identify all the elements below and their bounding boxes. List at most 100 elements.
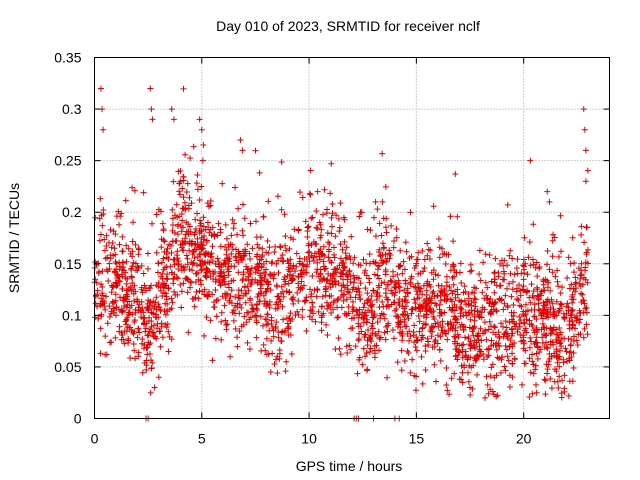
data-point xyxy=(116,323,123,330)
data-point xyxy=(465,309,472,316)
data-point xyxy=(153,249,160,256)
data-point xyxy=(494,354,501,361)
data-point xyxy=(449,290,456,297)
data-point xyxy=(240,292,247,299)
data-point xyxy=(129,238,136,245)
data-point xyxy=(138,262,145,269)
data-point xyxy=(457,260,464,267)
data-point xyxy=(177,178,184,185)
data-point xyxy=(393,225,400,232)
data-point xyxy=(560,356,567,363)
data-point xyxy=(571,259,578,266)
data-point xyxy=(534,355,541,362)
data-point xyxy=(115,277,122,284)
data-point xyxy=(410,283,417,290)
data-point xyxy=(375,263,382,270)
data-point xyxy=(194,171,201,178)
data-point xyxy=(219,180,226,187)
data-point xyxy=(185,221,192,228)
data-point xyxy=(462,324,469,331)
data-point xyxy=(232,294,239,301)
data-point xyxy=(501,257,508,264)
data-point xyxy=(556,331,563,338)
data-point xyxy=(521,360,528,367)
data-point xyxy=(223,322,230,329)
data-point xyxy=(204,293,211,300)
data-point xyxy=(226,299,233,306)
data-point xyxy=(180,177,187,184)
data-point xyxy=(314,286,321,293)
data-point xyxy=(552,273,559,280)
data-point xyxy=(290,272,297,279)
data-point xyxy=(242,276,249,283)
data-point xyxy=(257,313,264,320)
data-point xyxy=(92,276,99,283)
data-point xyxy=(458,376,465,383)
data-point xyxy=(384,328,391,335)
data-point xyxy=(533,350,540,357)
data-point xyxy=(416,318,423,325)
data-point xyxy=(353,274,360,281)
data-point xyxy=(193,246,200,253)
data-point xyxy=(517,317,524,324)
data-point xyxy=(568,281,575,288)
data-point xyxy=(558,394,565,401)
data-point xyxy=(114,272,121,279)
data-point xyxy=(482,394,489,401)
data-point xyxy=(451,333,458,340)
data-point xyxy=(363,350,370,357)
data-point xyxy=(372,233,379,240)
data-point xyxy=(367,345,374,352)
data-point xyxy=(258,264,265,271)
data-point xyxy=(254,293,261,300)
data-point xyxy=(480,356,487,363)
data-point xyxy=(136,329,143,336)
data-point xyxy=(123,291,130,298)
data-point xyxy=(146,341,153,348)
data-point xyxy=(501,363,508,370)
data-point xyxy=(212,335,219,342)
data-point xyxy=(148,309,155,316)
data-point xyxy=(467,316,474,323)
data-point xyxy=(293,263,300,270)
data-point xyxy=(454,286,461,293)
data-point xyxy=(116,241,123,248)
data-point xyxy=(267,287,274,294)
data-point xyxy=(235,259,242,266)
data-point xyxy=(496,343,503,350)
data-point xyxy=(374,272,381,279)
data-point xyxy=(263,321,270,328)
data-point xyxy=(222,221,229,228)
data-point xyxy=(484,296,491,303)
data-point xyxy=(168,106,175,113)
x-tick-label: 0 xyxy=(91,431,99,447)
data-point xyxy=(295,297,302,304)
data-point xyxy=(569,291,576,298)
data-point xyxy=(340,297,347,304)
data-point xyxy=(314,188,321,195)
data-point xyxy=(384,374,391,381)
data-point xyxy=(398,347,405,354)
data-point xyxy=(253,253,260,260)
data-point xyxy=(273,260,280,267)
data-point xyxy=(123,280,130,287)
data-point xyxy=(549,269,556,276)
data-point xyxy=(239,277,246,284)
data-point xyxy=(552,366,559,373)
data-point xyxy=(324,331,331,338)
data-point xyxy=(194,186,201,193)
data-point xyxy=(342,271,349,278)
data-point xyxy=(368,323,375,330)
data-point xyxy=(127,354,134,361)
data-point xyxy=(218,318,225,325)
data-point xyxy=(102,306,109,313)
data-point xyxy=(498,297,505,304)
data-point xyxy=(535,296,542,303)
data-point xyxy=(445,327,452,334)
data-point xyxy=(583,224,590,231)
data-point xyxy=(111,309,118,316)
data-point xyxy=(256,244,263,251)
data-point xyxy=(198,228,205,235)
data-point xyxy=(579,291,586,298)
data-point xyxy=(568,336,575,343)
